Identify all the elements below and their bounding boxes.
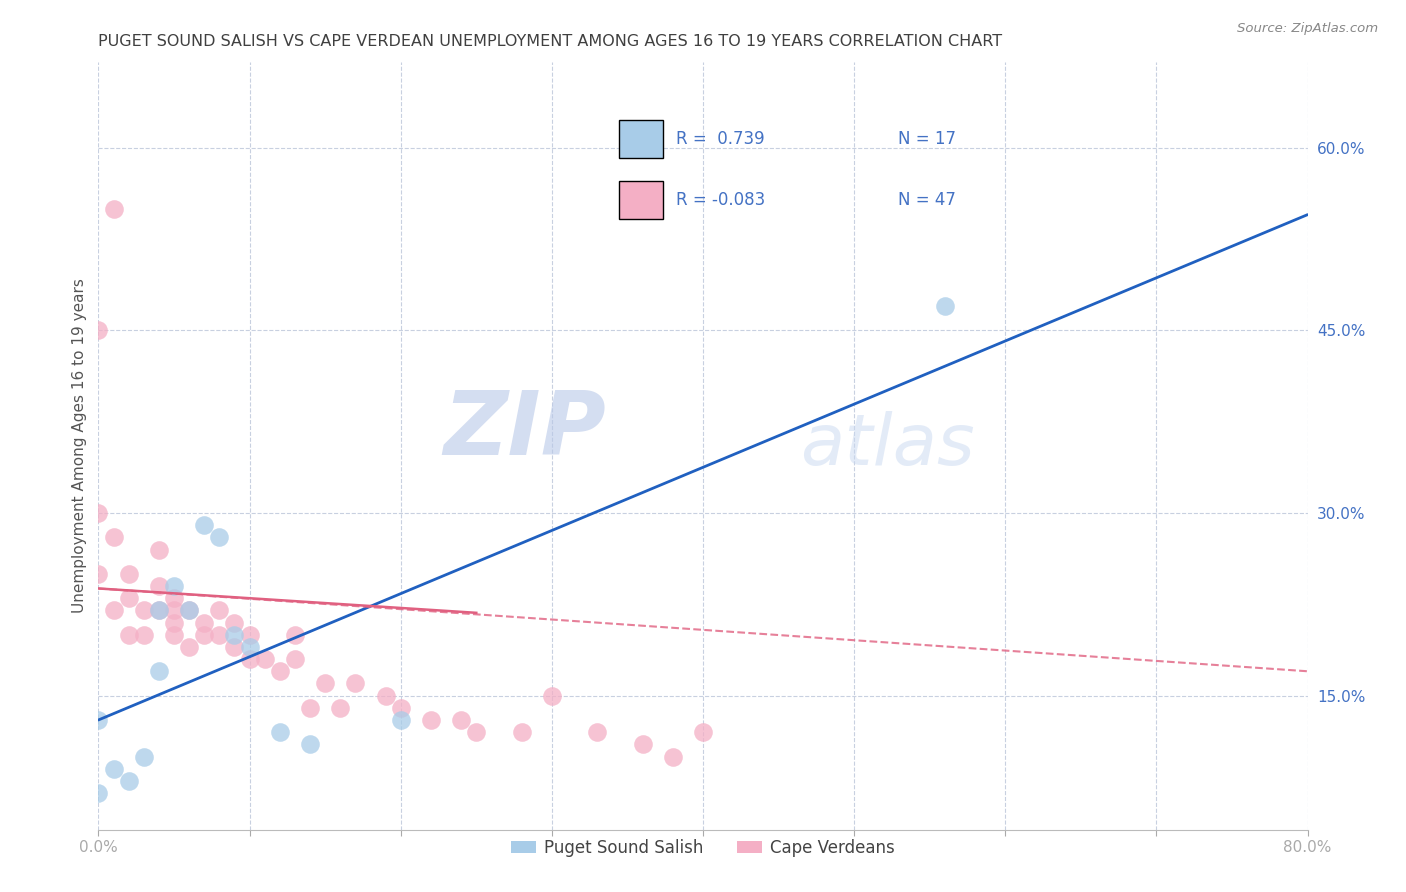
Point xyxy=(314,676,336,690)
Text: ZIP: ZIP xyxy=(443,387,606,475)
Point xyxy=(87,506,110,520)
Point xyxy=(148,542,170,557)
Point xyxy=(132,749,155,764)
Point xyxy=(631,737,654,751)
Point xyxy=(299,737,322,751)
Text: atlas: atlas xyxy=(800,411,974,481)
Point xyxy=(193,615,215,630)
Point xyxy=(87,786,110,800)
Point xyxy=(118,566,141,581)
Point xyxy=(208,603,231,617)
Point xyxy=(253,652,276,666)
Y-axis label: Unemployment Among Ages 16 to 19 years: Unemployment Among Ages 16 to 19 years xyxy=(72,278,87,614)
Point xyxy=(224,640,246,654)
Point xyxy=(132,628,155,642)
Point xyxy=(224,628,246,642)
Point xyxy=(87,713,110,727)
Point xyxy=(179,603,201,617)
Point xyxy=(118,591,141,606)
Point xyxy=(934,299,956,313)
Point xyxy=(239,640,262,654)
Point xyxy=(661,749,683,764)
Point xyxy=(148,603,170,617)
Point xyxy=(239,652,262,666)
Point xyxy=(132,603,155,617)
Point xyxy=(540,689,562,703)
Point xyxy=(239,628,262,642)
Point xyxy=(420,713,443,727)
Point xyxy=(103,530,125,544)
Point xyxy=(118,628,141,642)
Point xyxy=(208,530,231,544)
Text: PUGET SOUND SALISH VS CAPE VERDEAN UNEMPLOYMENT AMONG AGES 16 TO 19 YEARS CORREL: PUGET SOUND SALISH VS CAPE VERDEAN UNEMP… xyxy=(98,34,1002,49)
Point xyxy=(193,628,215,642)
Point xyxy=(510,725,533,739)
Point xyxy=(269,725,291,739)
Point xyxy=(148,579,170,593)
Legend: Puget Sound Salish, Cape Verdeans: Puget Sound Salish, Cape Verdeans xyxy=(505,832,901,863)
Point xyxy=(193,518,215,533)
Point xyxy=(389,700,412,714)
Point xyxy=(329,700,352,714)
Point xyxy=(179,640,201,654)
Point xyxy=(465,725,488,739)
Point xyxy=(87,323,110,337)
Point xyxy=(103,603,125,617)
Point xyxy=(163,603,186,617)
Point xyxy=(374,689,396,703)
Point xyxy=(284,652,307,666)
Point xyxy=(692,725,714,739)
Point xyxy=(163,591,186,606)
Point xyxy=(163,579,186,593)
Point xyxy=(450,713,472,727)
Point xyxy=(208,628,231,642)
Point xyxy=(269,665,291,679)
Point xyxy=(586,725,609,739)
Point xyxy=(163,615,186,630)
Text: Source: ZipAtlas.com: Source: ZipAtlas.com xyxy=(1237,22,1378,36)
Point xyxy=(179,603,201,617)
Point xyxy=(389,713,412,727)
Point xyxy=(163,628,186,642)
Point xyxy=(103,762,125,776)
Point xyxy=(344,676,367,690)
Point xyxy=(103,202,125,216)
Point xyxy=(224,615,246,630)
Point xyxy=(87,566,110,581)
Point xyxy=(299,700,322,714)
Point xyxy=(284,628,307,642)
Point xyxy=(118,773,141,788)
Point xyxy=(148,665,170,679)
Point xyxy=(148,603,170,617)
